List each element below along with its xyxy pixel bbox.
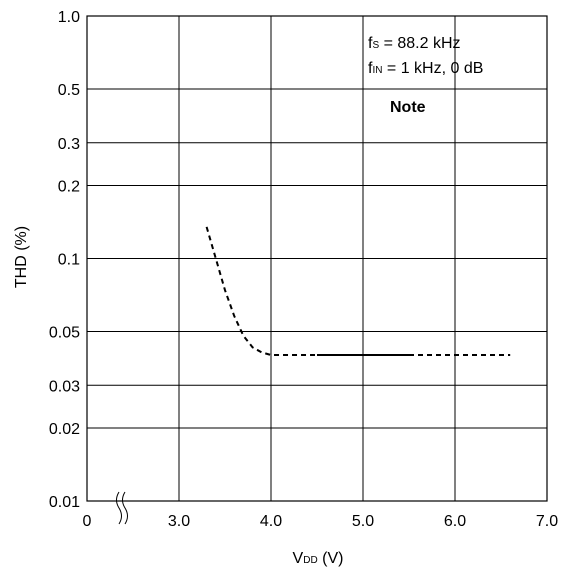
note-label: Note	[390, 99, 426, 116]
series-line-1-dashed	[205, 226, 317, 356]
x-tick-labels: 0 3.0 4.0 5.0 6.0 7.0	[83, 513, 559, 530]
x-tick-4.0: 4.0	[260, 513, 282, 530]
y-tick-0.01: 0.01	[49, 494, 80, 511]
y-tick-0.1: 0.1	[58, 252, 80, 269]
series-group	[205, 226, 511, 356]
axis-break-icon	[116, 491, 128, 525]
annotation-fs: fS = 88.2 kHz	[368, 35, 461, 52]
y-tick-0.2: 0.2	[58, 179, 80, 196]
break-mark-left	[116, 491, 122, 525]
x-axis-label-main: V	[293, 550, 304, 567]
annotation-fin: fIN = 1 kHz, 0 dB	[368, 60, 483, 77]
y-tick-0.05: 0.05	[49, 324, 80, 341]
x-tick-7.0: 7.0	[536, 513, 558, 530]
break-mark-right	[122, 491, 128, 525]
x-tick-0: 0	[83, 513, 92, 530]
plot-frame	[86, 15, 548, 502]
x-tick-6.0: 6.0	[444, 513, 466, 530]
y-axis-label: THD (%)	[13, 226, 30, 288]
x-tick-3.0: 3.0	[168, 513, 190, 530]
x-tick-5.0: 5.0	[352, 513, 374, 530]
y-tick-0.02: 0.02	[49, 421, 80, 438]
y-tick-0.03: 0.03	[49, 378, 80, 395]
x-axis-label: VDD (V)	[293, 550, 344, 567]
y-tick-0.3: 0.3	[58, 136, 80, 153]
grid-lines	[87, 16, 547, 501]
x-axis-label-unit: (V)	[318, 550, 344, 567]
y-tick-1.0: 1.0	[58, 9, 80, 26]
y-tick-0.5: 0.5	[58, 82, 80, 99]
y-tick-labels: 1.0 0.5 0.3 0.2 0.1 0.05 0.03 0.02 0.01	[49, 9, 80, 511]
x-axis-label-sub: DD	[303, 555, 317, 566]
